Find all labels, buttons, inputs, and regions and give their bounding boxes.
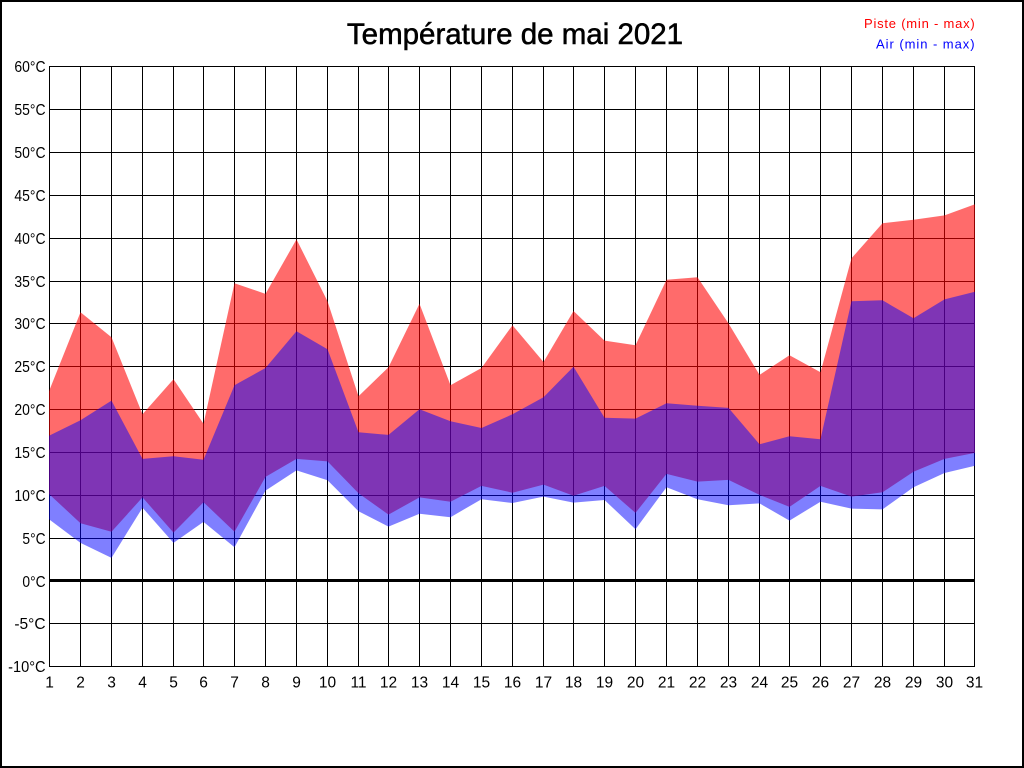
svg-text:28: 28: [874, 675, 891, 692]
svg-text:30°C: 30°C: [14, 316, 45, 333]
svg-text:7: 7: [230, 675, 239, 692]
svg-text:-5°C: -5°C: [14, 616, 45, 633]
svg-text:23: 23: [720, 675, 737, 692]
svg-text:Piste (min - max): Piste (min - max): [864, 16, 976, 31]
svg-text:8: 8: [261, 675, 270, 692]
svg-text:Air (min - max): Air (min - max): [876, 37, 975, 52]
svg-text:29: 29: [905, 675, 922, 692]
svg-text:14: 14: [442, 675, 460, 692]
svg-text:3: 3: [107, 675, 116, 692]
svg-text:13: 13: [411, 675, 428, 692]
svg-text:5°C: 5°C: [22, 531, 45, 548]
svg-text:16: 16: [504, 675, 521, 692]
svg-text:9: 9: [292, 675, 301, 692]
svg-text:15°C: 15°C: [14, 445, 45, 462]
svg-text:10°C: 10°C: [14, 488, 45, 505]
svg-text:6: 6: [199, 675, 208, 692]
svg-text:30: 30: [936, 675, 954, 692]
svg-text:24: 24: [751, 675, 769, 692]
svg-text:17: 17: [535, 675, 552, 692]
svg-text:45°C: 45°C: [14, 188, 45, 205]
svg-text:18: 18: [565, 675, 582, 692]
svg-text:27: 27: [843, 675, 860, 692]
svg-text:35°C: 35°C: [14, 274, 45, 291]
svg-text:21: 21: [658, 675, 675, 692]
svg-text:25: 25: [781, 675, 798, 692]
svg-text:50°C: 50°C: [14, 145, 45, 162]
svg-text:12: 12: [380, 675, 397, 692]
svg-text:20: 20: [627, 675, 645, 692]
svg-text:11: 11: [350, 675, 366, 692]
svg-text:25°C: 25°C: [14, 359, 45, 376]
svg-text:60°C: 60°C: [14, 59, 45, 76]
svg-text:55°C: 55°C: [14, 102, 45, 119]
svg-text:Température de mai 2021: Température de mai 2021: [347, 18, 683, 51]
svg-text:-10°C: -10°C: [8, 659, 46, 676]
svg-text:4: 4: [138, 675, 147, 692]
svg-text:10: 10: [319, 675, 337, 692]
svg-text:0°C: 0°C: [22, 574, 45, 591]
svg-text:2: 2: [76, 675, 85, 692]
svg-text:26: 26: [812, 675, 829, 692]
svg-text:20°C: 20°C: [14, 402, 45, 419]
svg-text:22: 22: [689, 675, 706, 692]
svg-text:40°C: 40°C: [14, 231, 45, 248]
svg-text:5: 5: [169, 675, 178, 692]
svg-text:1: 1: [45, 675, 54, 692]
svg-text:19: 19: [596, 675, 613, 692]
svg-text:15: 15: [473, 675, 490, 692]
svg-text:31: 31: [966, 675, 983, 692]
